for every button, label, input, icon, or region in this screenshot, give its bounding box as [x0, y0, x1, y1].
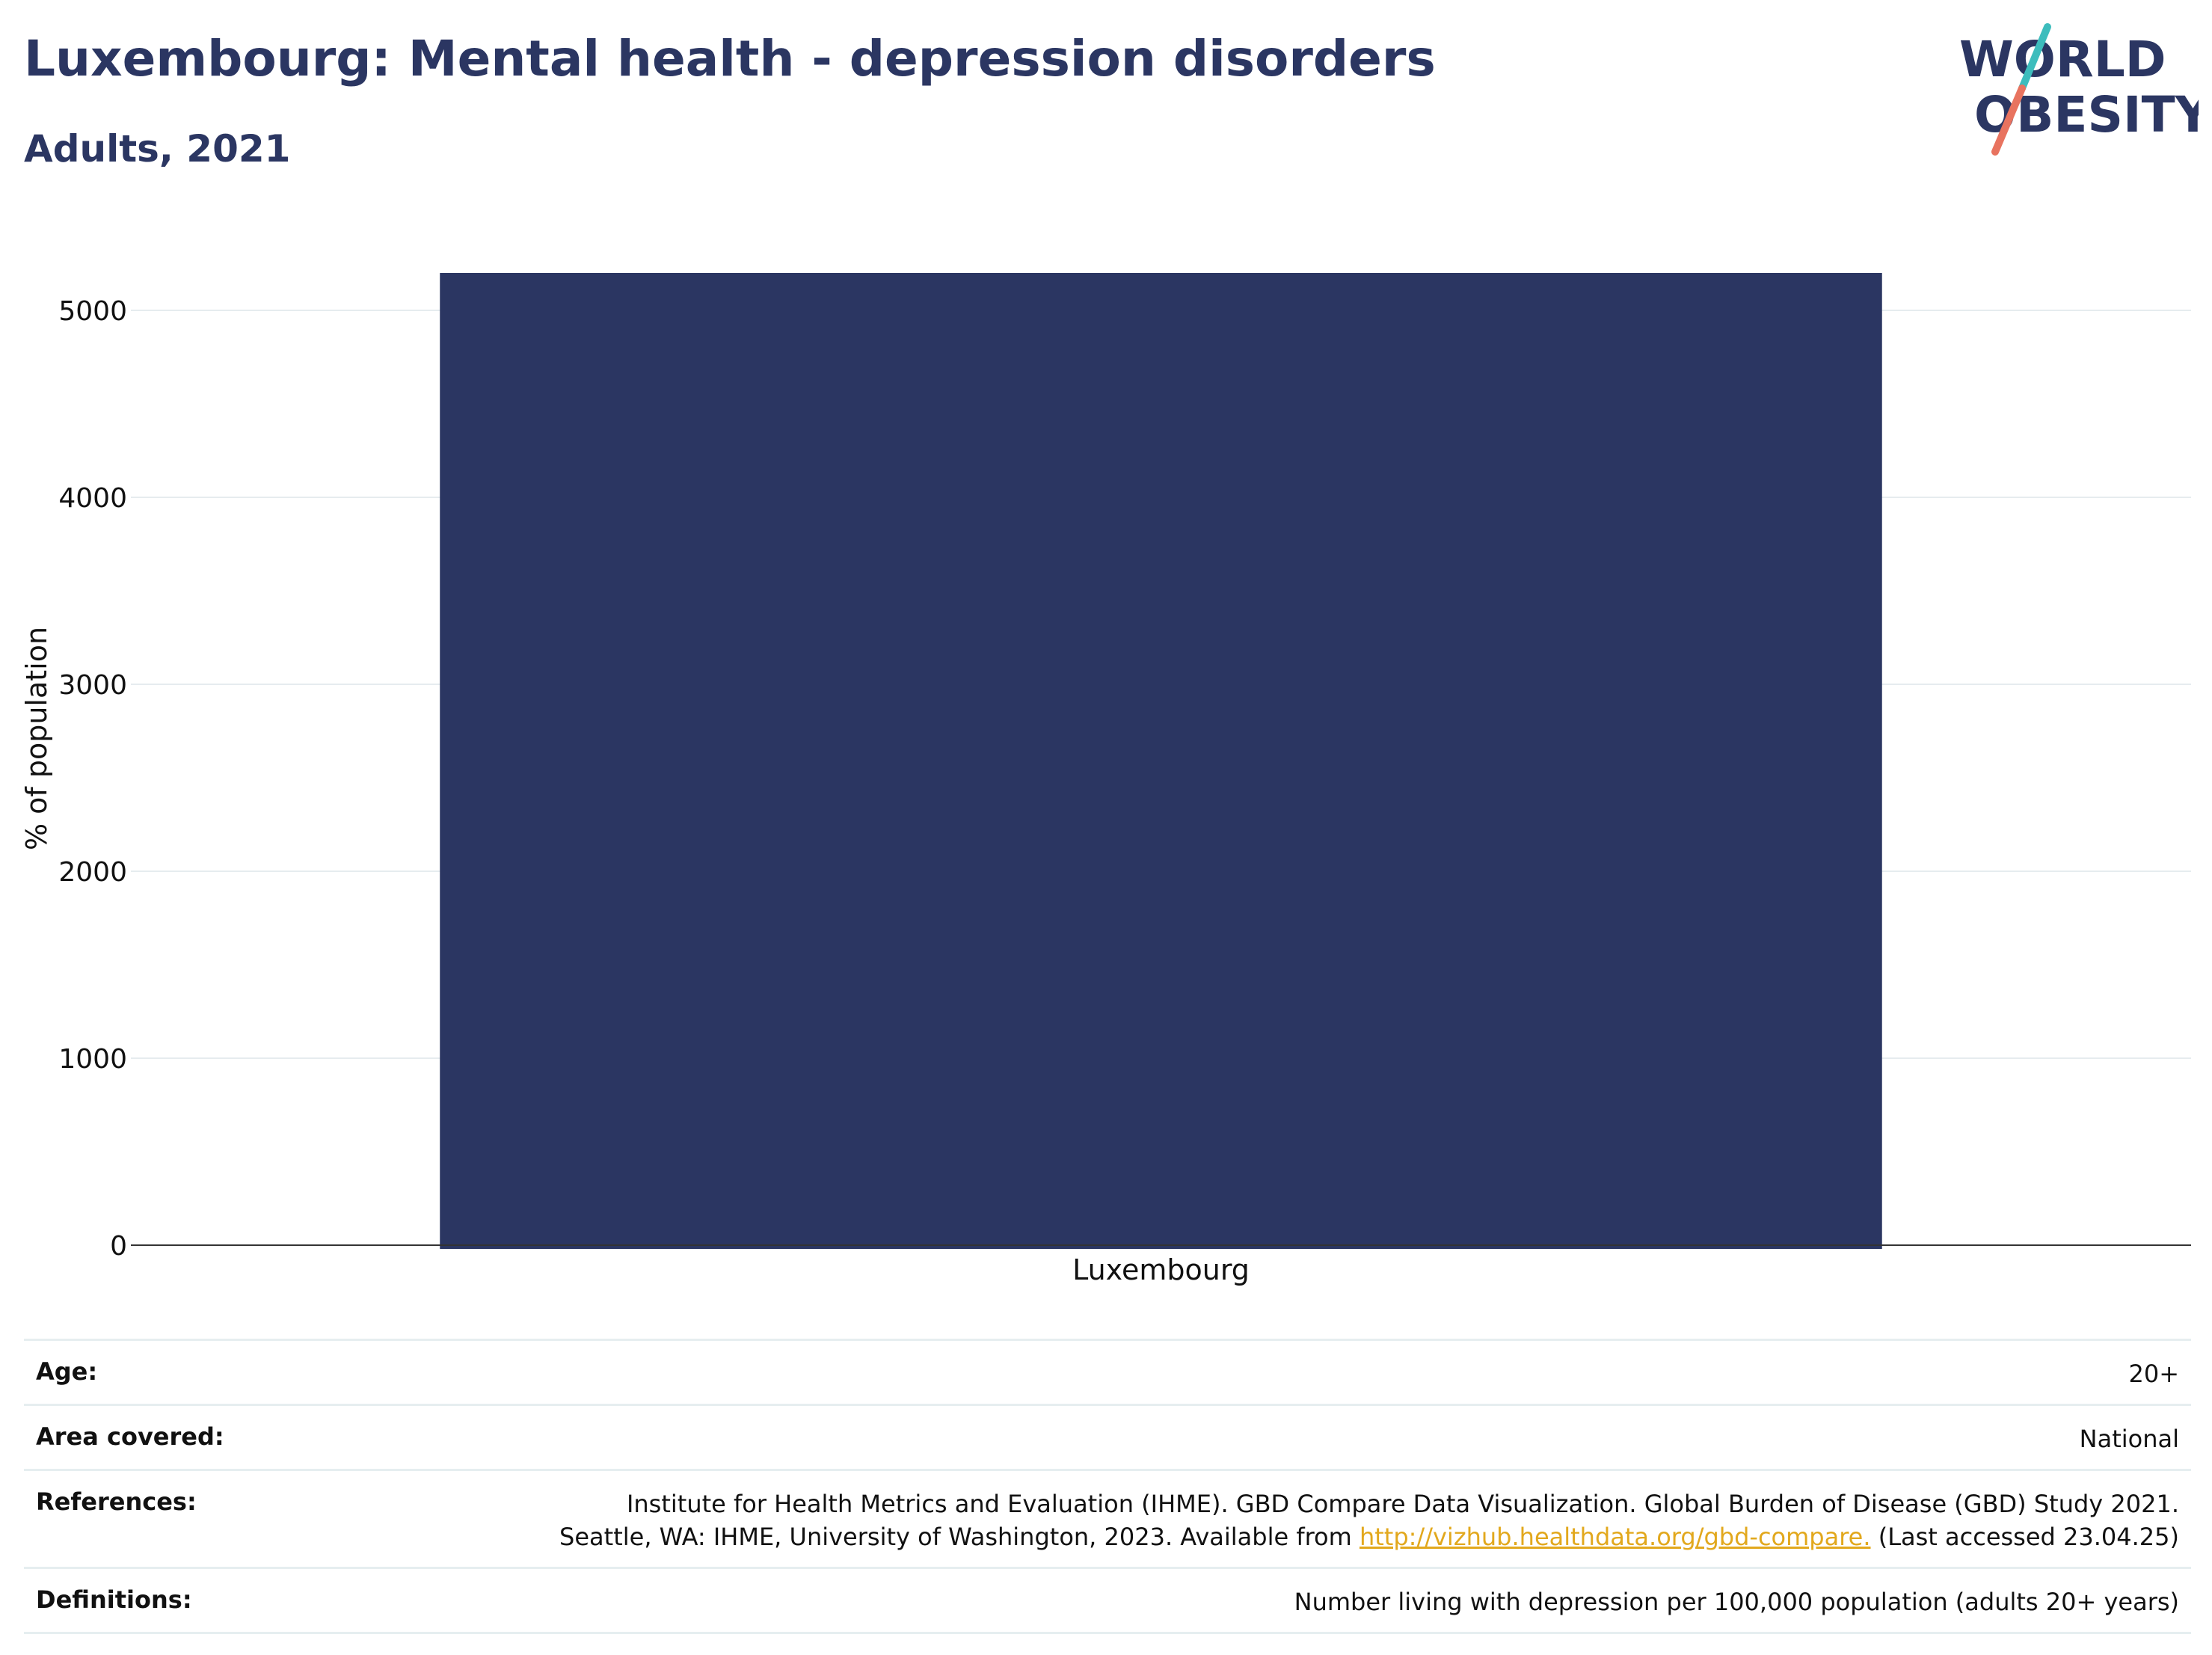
age-label: Age:: [36, 1357, 98, 1386]
area-label: Area covered:: [36, 1422, 224, 1451]
y-tick-label: 4000: [58, 483, 127, 514]
meta-row-age: Age: 20+: [24, 1339, 2191, 1404]
logo-slash-bottom: [1991, 85, 2026, 156]
references-line2: Seattle, WA: IHME, University of Washing…: [559, 1520, 2179, 1553]
page-subtitle: Adults, 2021: [24, 127, 291, 171]
bar-chart: 0 1000 2000 3000 4000 5000 Luxembourg % of po…: [20, 273, 2191, 1286]
bar-luxembourg: [440, 273, 1882, 1249]
references-line2-pre: Seattle, WA: IHME, University of Washing…: [559, 1523, 1360, 1551]
y-tick-label: 1000: [58, 1044, 127, 1075]
logo-slash-top: [2018, 23, 2051, 92]
world-obesity-logo: WORLD OBESITY: [1944, 21, 2212, 156]
age-value: 20+: [2128, 1360, 2179, 1388]
x-axis-ticks: Luxembourg: [1072, 1253, 1250, 1286]
meta-row-definitions: Definitions: Number living with depressi…: [24, 1567, 2191, 1634]
references-line2-post: (Last accessed 23.04.25): [1870, 1523, 2179, 1551]
logo-line1: WORLD: [1959, 31, 2166, 88]
references-line1: Institute for Health Metrics and Evaluat…: [626, 1490, 2179, 1518]
meta-row-area: Area covered: National: [24, 1404, 2191, 1469]
references-link[interactable]: http://vizhub.healthdata.org/gbd-compare…: [1359, 1523, 1871, 1551]
area-value: National: [2079, 1425, 2179, 1453]
y-tick-label: 0: [110, 1231, 127, 1262]
y-axis-ticks: 0 1000 2000 3000 4000 5000: [58, 296, 127, 1262]
y-tick-label: 5000: [58, 296, 127, 327]
x-tick-label: Luxembourg: [1072, 1253, 1250, 1286]
metadata-table: Age: 20+ Area covered: National Referenc…: [24, 1339, 2191, 1634]
meta-row-references: References: Institute for Health Metrics…: [24, 1469, 2191, 1567]
references-value: Institute for Health Metrics and Evaluat…: [559, 1487, 2179, 1553]
y-tick-label: 2000: [58, 857, 127, 888]
definitions-value: Number living with depression per 100,00…: [1294, 1588, 2179, 1616]
references-label: References:: [36, 1487, 197, 1516]
page-title: Luxembourg: Mental health - depression d…: [24, 30, 1436, 87]
bars: [440, 273, 1882, 1249]
definitions-label: Definitions:: [36, 1585, 192, 1614]
y-axis-label: % of population: [20, 627, 53, 850]
y-tick-label: 3000: [58, 670, 127, 701]
